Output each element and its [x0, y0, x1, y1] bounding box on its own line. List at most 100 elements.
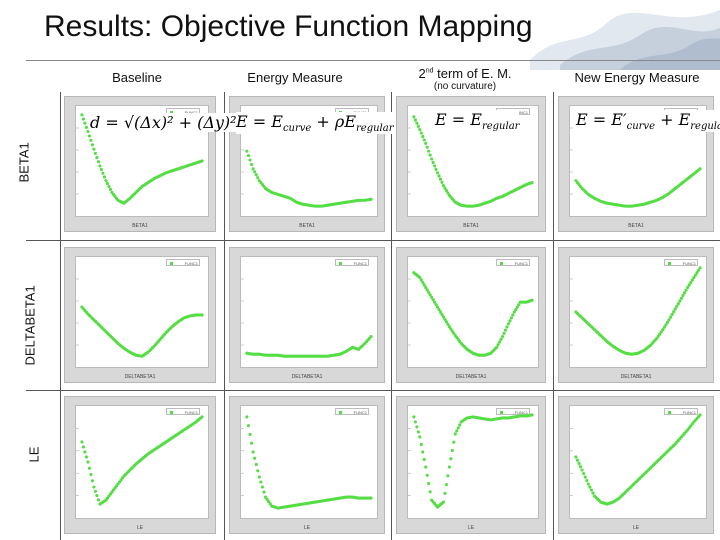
plot-area: FUNC1	[75, 405, 209, 519]
scatter-plot	[408, 115, 534, 208]
x-axis-label: DELTABETA1	[124, 374, 156, 380]
data-point	[95, 493, 99, 498]
data-point	[416, 124, 420, 128]
data-point	[443, 186, 447, 190]
data-point	[249, 162, 254, 167]
eq-new-b: + E	[654, 110, 691, 129]
data-point	[589, 488, 594, 492]
data-point	[453, 432, 457, 436]
data-point	[419, 131, 423, 135]
data-point	[458, 423, 462, 427]
data-point	[514, 307, 518, 312]
data-point	[99, 168, 104, 172]
data-point	[669, 315, 673, 319]
data-point	[509, 316, 513, 320]
data-point	[578, 465, 583, 469]
data-point	[502, 331, 506, 335]
data-point	[698, 167, 702, 171]
data-point	[503, 328, 508, 332]
data-point	[428, 153, 432, 157]
data-point	[431, 298, 435, 302]
data-point	[690, 278, 694, 282]
data-point	[682, 291, 687, 295]
plot-area: FUNC1	[240, 405, 378, 519]
data-point	[430, 157, 434, 161]
data-point	[498, 340, 502, 344]
data-point	[656, 334, 660, 338]
data-point	[500, 334, 505, 339]
data-point	[446, 191, 450, 195]
data-point	[588, 485, 592, 489]
data-point	[450, 448, 454, 453]
data-point	[681, 293, 685, 298]
data-point	[369, 496, 373, 500]
x-axis-label: DELTABETA1	[455, 374, 487, 380]
data-point	[684, 288, 688, 292]
data-point	[96, 160, 101, 164]
plot-area: FUNC1	[569, 256, 707, 368]
data-point	[430, 295, 434, 299]
plot-area: FUNC1	[407, 405, 539, 519]
data-point	[86, 460, 90, 464]
data-point	[421, 450, 425, 454]
data-point	[200, 415, 204, 419]
data-point	[664, 323, 668, 327]
page-title: Results: Objective Function Mapping	[44, 10, 533, 43]
data-point	[441, 315, 446, 319]
data-point	[512, 310, 516, 314]
data-point	[267, 500, 271, 504]
data-point	[673, 307, 677, 311]
eq-second-lhs: E	[435, 110, 447, 129]
data-point	[83, 450, 87, 454]
data-point	[443, 317, 447, 321]
chart-panel-le-2nd-term-of-e-m: FUNC1 LE	[396, 396, 546, 534]
data-point	[696, 268, 701, 272]
eq-second-a: = E	[451, 110, 482, 129]
chart-panel-le-energy-measure: FUNC1 LE	[229, 396, 385, 534]
data-point	[530, 298, 534, 302]
data-point	[441, 183, 446, 188]
scatter-plot	[570, 266, 702, 356]
data-point	[515, 305, 519, 309]
eq-new-sub-a: curve	[626, 121, 655, 133]
data-point	[586, 482, 590, 486]
data-point	[679, 296, 684, 300]
column-header-baseline: Baseline	[112, 70, 162, 85]
data-point	[81, 117, 85, 121]
data-point	[449, 327, 453, 331]
data-point	[421, 134, 425, 139]
data-point	[418, 435, 422, 439]
scatter-plot	[76, 113, 204, 205]
column-header-second-term: 2nd term of E. M. (no curvature)	[400, 66, 530, 92]
data-point	[256, 469, 260, 473]
data-point	[415, 425, 419, 429]
grid-vline-3	[391, 92, 392, 540]
data-point	[444, 188, 448, 193]
data-point	[585, 478, 589, 483]
data-point	[93, 489, 98, 493]
data-point	[422, 283, 426, 287]
grid-vline-4	[553, 92, 554, 540]
data-point	[102, 175, 107, 179]
data-point	[446, 474, 450, 478]
data-point	[450, 329, 454, 333]
eq-energy-sub-a: curve	[282, 123, 312, 135]
equation-new: E = E′curve + Eregular	[576, 110, 720, 133]
data-point	[506, 322, 511, 326]
data-point	[659, 330, 663, 334]
data-point	[437, 307, 441, 312]
data-point	[428, 293, 432, 297]
data-point	[93, 151, 98, 155]
data-point	[84, 125, 88, 129]
column-header-energy: Energy Measure	[247, 70, 343, 85]
second-term-sublabel: (no curvature)	[433, 81, 497, 92]
data-point	[265, 497, 269, 501]
data-point	[257, 475, 261, 479]
data-point	[455, 429, 459, 433]
data-point	[81, 445, 85, 449]
scatter-plot	[76, 278, 204, 358]
data-point	[511, 313, 515, 317]
data-point	[698, 413, 702, 417]
data-point	[435, 305, 440, 309]
data-point	[698, 266, 702, 270]
